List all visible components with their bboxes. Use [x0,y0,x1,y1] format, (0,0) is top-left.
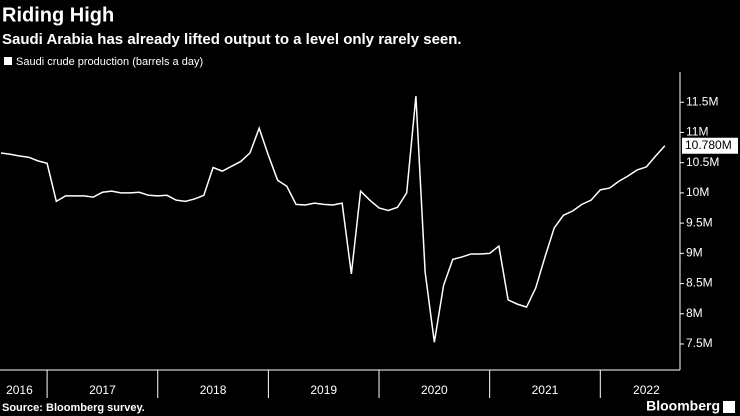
x-tick-label: 2017 [89,383,116,397]
x-tick-label: 2018 [200,383,227,397]
y-tick-label: 7.5M [686,336,713,350]
y-tick-label: 8.5M [686,276,713,290]
y-tick-label: 9.5M [686,215,713,229]
source: Source: Bloomberg survey. [2,402,145,414]
y-tick-label: 10M [686,185,709,199]
y-tick-label: 11M [686,125,708,139]
brand: Bloomberg [646,398,720,414]
y-tick-label: 11.5M [686,94,718,108]
value-label-box [682,137,738,154]
x-tick-label: 2022 [633,383,660,397]
y-tick-label: 9M [686,246,703,260]
legend-swatch [4,57,12,65]
x-tick-label: 2021 [532,383,559,397]
x-tick-label: 2020 [421,383,448,397]
line [0,96,666,343]
y-tick-label: 8M [686,306,703,320]
brand-icon [723,401,735,413]
legend-label: Saudi crude production (barrels a day) [16,56,203,68]
y-tick-label: 10.5M [686,155,719,169]
value-label: 10.780M [685,138,732,152]
x-tick-label: 2019 [310,383,337,397]
x-tick-label: 2016 [6,383,33,397]
chart-subtitle: Saudi Arabia has already lifted output t… [2,31,462,48]
chart-title: Riding High [2,4,114,26]
